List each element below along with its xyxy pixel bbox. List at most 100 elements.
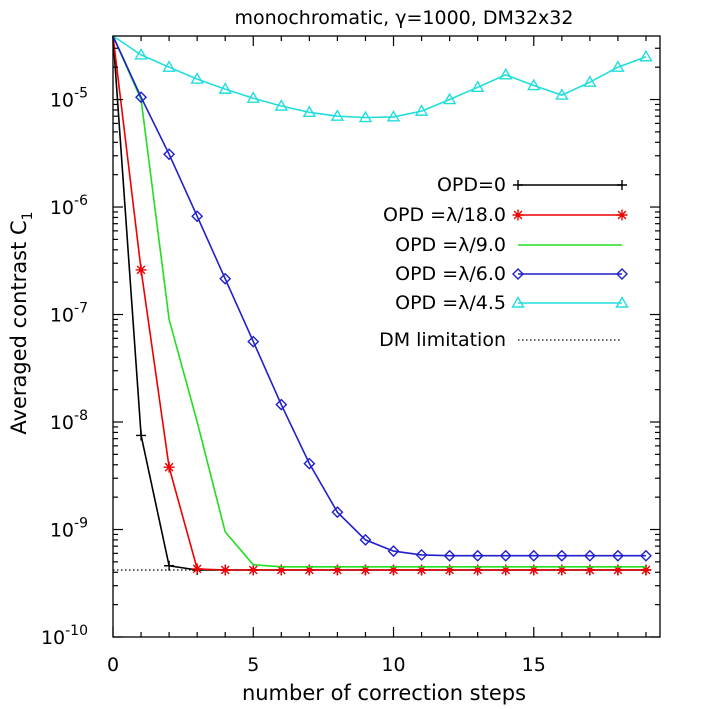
data-point-4-16: [555, 549, 568, 562]
x-tick-label-0: 0: [107, 654, 119, 676]
data-point-4-7: [303, 457, 316, 470]
data-point-4-13: [471, 549, 484, 562]
data-point-4-11: [415, 548, 428, 561]
data-point-4-17: [583, 549, 596, 562]
legend-marker-right-4: [616, 268, 628, 280]
data-point-4-9: [359, 533, 372, 546]
legend-label-4: OPD =λ/6.0: [395, 263, 506, 285]
legend-item-2: OPD =λ/18.0: [383, 204, 628, 226]
series-line-5: [112, 35, 647, 119]
data-point-2-13: [472, 564, 484, 576]
data-point-2-11: [416, 564, 428, 576]
data-point-4-12: [443, 549, 456, 562]
y-tick-label-5: 10-5: [50, 86, 88, 112]
y-tick-label-1: 10-9: [50, 516, 88, 542]
chart-title: monochromatic, γ=1000, DM32x32: [235, 7, 574, 29]
data-point-5-10: [386, 109, 401, 122]
data-point-5-13: [470, 80, 485, 92]
data-point-4-5: [247, 335, 260, 348]
legend-label-1: OPD=0: [437, 174, 506, 196]
legend-item-3: OPD =λ/9.0: [395, 234, 622, 256]
data-point-5-3: [190, 72, 204, 84]
data-point-5-19: [639, 49, 653, 62]
data-point-4-15: [527, 549, 540, 562]
data-point-2-16: [556, 564, 568, 576]
data-point-5-1: [134, 48, 148, 60]
data-point-5-14: [499, 67, 513, 80]
legend-marker-left-2: [512, 209, 524, 221]
legend-label-2: OPD =λ/18.0: [383, 204, 506, 226]
data-point-4-4: [219, 272, 232, 285]
axes: 0 5 10 15 10-10 10-9 10-8 10-7 10-6 10-5: [41, 35, 661, 676]
data-point-4-2: [163, 148, 176, 161]
data-point-4-10: [387, 545, 400, 558]
plot-frame: [112, 35, 661, 638]
data-point-5-18: [611, 60, 625, 72]
y-axis-title-text: Averaged contrast C: [7, 220, 31, 434]
data-point-2-14: [500, 564, 512, 576]
data-point-1-2: [164, 560, 175, 571]
series-5: [112, 35, 653, 123]
data-point-2-12: [444, 564, 456, 576]
data-point-5-8: [330, 109, 345, 121]
series-line-3: [112, 35, 646, 568]
data-point-4-14: [499, 549, 512, 562]
data-point-5-6: [274, 99, 289, 111]
legend-item-6: DM limitation: [379, 329, 622, 351]
data-point-2-3: [191, 563, 203, 575]
legend-label-3: OPD =λ/9.0: [395, 234, 506, 256]
data-point-4-19: [639, 549, 652, 562]
data-point-5-11: [414, 104, 429, 116]
data-point-2-18: [612, 564, 624, 576]
data-point-2-9: [359, 564, 371, 576]
svg-text:Averaged contrast C1: Averaged contrast C1: [7, 211, 36, 434]
legend-marker-left-1: [513, 180, 523, 190]
data-point-2-19: [640, 564, 652, 576]
x-axis-title: number of correction steps: [242, 681, 526, 705]
legend-marker-right-1: [617, 180, 627, 190]
legend: OPD=0 OPD =λ/18.0 OPD =λ/9.0 OPD =λ/6.0 OPD …: [379, 174, 629, 351]
data-point-5-17: [583, 75, 597, 87]
data-point-1-1: [136, 430, 147, 441]
x-tick-label-10: 10: [381, 654, 405, 676]
data-point-2-7: [303, 564, 315, 576]
data-point-5-12: [442, 92, 457, 105]
y-tick-label-2: 10-8: [50, 408, 88, 434]
data-point-5-9: [358, 110, 373, 123]
y-axis-title: Averaged contrast C1: [7, 211, 36, 434]
legend-marker-left-5: [511, 296, 525, 308]
series-line-4: [112, 35, 646, 557]
data-point-5-7: [302, 105, 317, 118]
data-point-2-5: [247, 564, 259, 576]
y-axis-title-subscript: 1: [20, 211, 36, 220]
legend-label-6: DM limitation: [379, 329, 506, 351]
legend-marker-right-2: [616, 209, 628, 221]
series-2: [112, 35, 652, 576]
x-tick-label-5: 5: [247, 654, 259, 676]
data-point-4-8: [331, 506, 344, 519]
legend-item-1: OPD=0: [437, 174, 627, 196]
y-tick-label-4: 10-6: [50, 193, 88, 219]
data-point-4-6: [275, 398, 288, 411]
legend-marker-left-4: [512, 268, 524, 280]
data-point-2-4: [219, 564, 231, 576]
data-point-5-5: [246, 91, 260, 103]
data-point-4-18: [611, 549, 624, 562]
series-3: [112, 35, 646, 568]
data-point-2-17: [584, 564, 596, 576]
x-tick-label-15: 15: [522, 654, 546, 676]
series-4: [112, 35, 652, 562]
data-point-5-2: [162, 60, 176, 72]
plot-area: [112, 35, 653, 576]
data-point-5-15: [527, 78, 541, 91]
data-point-2-2: [163, 461, 175, 473]
data-point-2-1: [135, 264, 147, 276]
data-point-5-16: [555, 88, 569, 100]
data-point-2-15: [528, 564, 540, 576]
data-point-2-8: [331, 564, 343, 576]
data-point-4-1: [135, 91, 148, 104]
data-point-2-6: [275, 564, 287, 576]
y-tick-label-3: 10-7: [50, 301, 88, 327]
data-point-2-10: [388, 564, 400, 576]
